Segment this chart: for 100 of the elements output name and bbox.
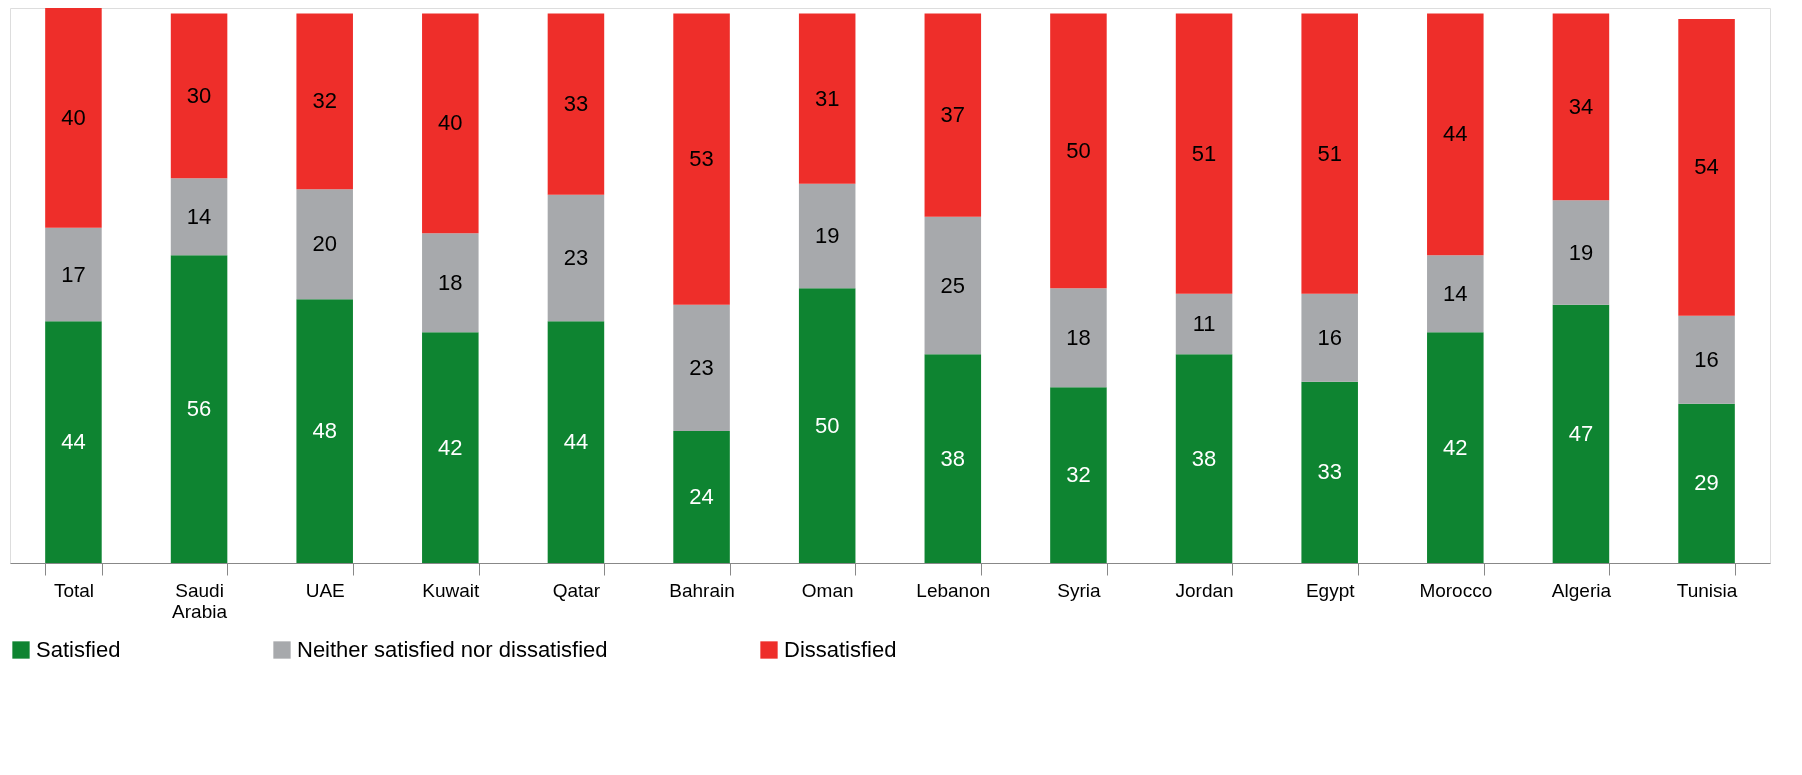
x-tick-label: Lebanon (916, 579, 991, 601)
bar (1427, 13, 1484, 256)
bar (1678, 18, 1735, 316)
data-label: 32 (1066, 462, 1091, 488)
bar (798, 288, 856, 563)
x-tick-label: Oman (801, 579, 854, 601)
data-label: 50 (1066, 137, 1091, 163)
bar (547, 321, 605, 563)
data-label: 53 (689, 146, 714, 172)
bar (170, 178, 228, 256)
legend-label: Dissatisfied (784, 637, 897, 662)
data-label: 18 (438, 269, 463, 295)
data-label: 11 (1192, 310, 1216, 336)
bar (1552, 13, 1610, 201)
data-label: 47 (1568, 420, 1594, 446)
x-tick-label: Total (53, 579, 95, 601)
data-label: 30 (186, 82, 212, 108)
x-tick-label: Tunisia (1676, 579, 1738, 601)
bar (924, 216, 982, 355)
bar (1427, 255, 1484, 333)
bar (1175, 354, 1233, 563)
x-tick-label: Syria (1057, 579, 1102, 601)
bar (798, 183, 856, 289)
legend-label: Satisfied (36, 637, 121, 662)
data-label: 42 (1443, 434, 1468, 460)
data-label: 16 (1694, 346, 1719, 372)
x-tick-label: Egypt (1305, 579, 1356, 601)
bar (673, 304, 730, 432)
data-label: 51 (1191, 140, 1217, 166)
data-label: 44 (1443, 121, 1468, 147)
bar (296, 13, 353, 190)
data-label: 48 (312, 418, 337, 444)
data-label: 18 (1066, 324, 1091, 350)
x-tick-label: Qatar (552, 579, 601, 601)
data-label: 14 (1443, 280, 1468, 306)
bar (1050, 13, 1107, 289)
bar (1678, 403, 1735, 563)
data-label: 40 (61, 104, 86, 130)
bar (547, 194, 605, 322)
bar (1050, 387, 1107, 563)
bar (1552, 200, 1610, 305)
data-label: 44 (61, 429, 86, 455)
data-label: 42 (438, 434, 463, 460)
bar (296, 189, 353, 300)
legend-label: Neither satisfied nor dissatisfied (297, 637, 608, 662)
data-label: 20 (312, 231, 337, 257)
x-tick-label: Saudi Arabia (172, 579, 228, 622)
bar (673, 13, 730, 305)
bar (422, 13, 479, 234)
bar (547, 13, 605, 195)
data-label: 33 (563, 91, 589, 117)
data-label: 33 (1317, 459, 1342, 485)
bar (1301, 13, 1358, 294)
bar (1427, 332, 1484, 563)
bar (673, 431, 730, 563)
bar (1552, 304, 1610, 563)
data-label: 50 (814, 412, 840, 438)
data-label: 38 (1191, 445, 1217, 471)
data-label: 16 (1317, 324, 1342, 350)
bar (45, 321, 102, 563)
x-tick-label: Jordan (1175, 579, 1234, 601)
data-label: 44 (563, 429, 589, 455)
data-label: 19 (814, 223, 840, 249)
bar (422, 233, 479, 333)
x-tick-label: Bahrain (669, 579, 735, 601)
bar (1301, 381, 1358, 563)
bar (1050, 288, 1107, 388)
data-label: 51 (1317, 140, 1342, 166)
bar (45, 227, 102, 322)
data-label: 34 (1568, 93, 1594, 119)
data-label: 14 (186, 203, 212, 229)
data-label: 29 (1694, 470, 1719, 496)
data-label: 31 (814, 85, 840, 111)
x-tick-label: Kuwait (422, 579, 481, 601)
bar (1301, 293, 1358, 382)
bar (170, 13, 228, 179)
data-label: 40 (438, 110, 463, 136)
bar (798, 13, 856, 184)
bar (296, 299, 353, 563)
data-label: 38 (940, 445, 966, 471)
bar (924, 354, 982, 563)
data-label: 19 (1568, 239, 1594, 265)
bar (422, 332, 479, 563)
data-label: 24 (689, 484, 714, 510)
bar (1175, 13, 1233, 294)
x-tick-label: Morocco (1419, 579, 1493, 601)
bar (45, 8, 102, 228)
x-tick-label: UAE (305, 579, 345, 601)
bar (924, 13, 982, 217)
bar (1175, 293, 1233, 355)
data-label: 23 (563, 245, 589, 271)
data-label: 54 (1694, 154, 1719, 180)
data-label: 32 (312, 88, 337, 114)
bar (1678, 315, 1735, 404)
data-label: 17 (61, 261, 86, 287)
data-label: 56 (186, 396, 212, 422)
bar (170, 255, 228, 563)
data-label: 23 (689, 354, 714, 380)
data-label: 37 (940, 102, 966, 128)
x-tick-label: Algeria (1551, 579, 1612, 601)
